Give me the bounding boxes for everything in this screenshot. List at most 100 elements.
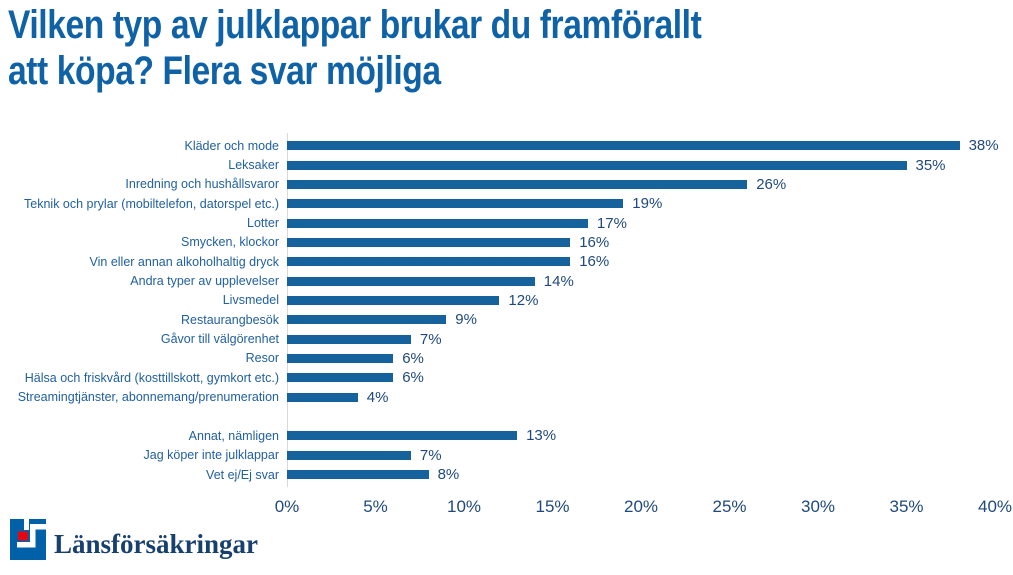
- value-label: 38%: [968, 137, 999, 155]
- value-label: 16%: [579, 233, 610, 251]
- chart-row: Vin eller annan alkoholhaltig dryck 16%: [0, 252, 1013, 271]
- value-label: 26%: [756, 175, 787, 193]
- value-label: 8%: [437, 466, 460, 484]
- bar-track: 26%: [287, 175, 995, 194]
- bar: [287, 373, 394, 383]
- x-tick-label: 25%: [712, 497, 747, 516]
- category-label: Hälsa och friskvård (kosttillskott, gymk…: [24, 370, 279, 385]
- value-label: 14%: [543, 272, 574, 290]
- logo: Länsförsäkringar: [10, 519, 258, 565]
- chart-row: Livsmedel 12%: [0, 291, 1013, 310]
- bar-track: 19%: [287, 194, 995, 213]
- x-tick-label: 5%: [363, 497, 388, 516]
- value-label: 12%: [508, 291, 539, 309]
- bar-track: 13%: [287, 426, 995, 445]
- bar: [287, 470, 429, 480]
- chart-row: Streamingtjänster, abonnemang/prenumerat…: [0, 387, 1013, 406]
- bar: [287, 218, 588, 228]
- bar: [287, 392, 358, 402]
- category-label: Annat, nämligen: [188, 428, 279, 443]
- category-label: Inredning och hushållsvaror: [125, 177, 279, 192]
- chart-row: Lotter 17%: [0, 213, 1013, 232]
- bar-track: 4%: [287, 387, 995, 406]
- chart-row: Jag köper inte julklappar 7%: [0, 446, 1013, 465]
- category-label: Leksaker: [228, 158, 279, 173]
- category-label: Streamingtjänster, abonnemang/prenumerat…: [17, 390, 279, 405]
- category-label: Smycken, klockor: [181, 235, 279, 250]
- value-label: 4%: [366, 388, 389, 406]
- value-label: 17%: [596, 214, 627, 232]
- chart-row: Vet ej/Ej svar 8%: [0, 465, 1013, 484]
- value-label: 19%: [632, 195, 663, 213]
- chart-row: Inredning och hushållsvaror 26%: [0, 175, 1013, 194]
- x-tick-label: 15%: [535, 497, 570, 516]
- bar-track: 17%: [287, 213, 995, 232]
- category-label: Vet ej/Ej svar: [206, 467, 279, 482]
- lansforsakringar-logo-icon: [10, 519, 46, 565]
- bar: [287, 199, 624, 209]
- bar: [287, 257, 571, 267]
- chart-row: Smycken, klockor 16%: [0, 233, 1013, 252]
- bar: [287, 237, 571, 247]
- chart-row: Annat, nämligen 13%: [0, 426, 1013, 445]
- category-label: Resor: [245, 351, 279, 366]
- chart-rows: Kläder och mode 38% Leksaker 35% Inredni…: [0, 136, 1013, 484]
- category-label: Jag köper inte julklappar: [143, 448, 280, 463]
- value-label: 6%: [402, 349, 424, 367]
- bar-track: 38%: [287, 136, 999, 155]
- category-label: Lotter: [247, 216, 279, 231]
- chart-row: Andra typer av upplevelser 14%: [0, 271, 1013, 290]
- bar-track: 7%: [287, 446, 995, 465]
- category-label: Kläder och mode: [184, 138, 279, 153]
- x-tick-label: 10%: [446, 497, 482, 516]
- x-tick-label: 35%: [889, 497, 924, 516]
- page-title-line-1: Vilken typ av julklappar brukar du framf…: [8, 3, 702, 47]
- bar: [287, 160, 907, 170]
- bar-track: 6%: [287, 349, 995, 368]
- chart-row: Gåvor till välgörenhet 7%: [0, 329, 1013, 348]
- bar: [287, 315, 447, 325]
- bar: [287, 450, 411, 460]
- x-tick-label: 0%: [274, 497, 300, 516]
- bar: [287, 334, 411, 344]
- chart-row: Teknik och prylar (mobiltelefon, datorsp…: [0, 194, 1013, 213]
- category-label: Restaurangbesök: [181, 312, 279, 327]
- bar: [287, 353, 394, 363]
- bar-track: 35%: [287, 155, 995, 174]
- x-tick-label: 40%: [977, 497, 1013, 516]
- category-label: Gåvor till välgörenhet: [160, 332, 279, 347]
- page-title-line-2: att köpa? Flera svar möjliga: [8, 49, 441, 93]
- chart-row: Leksaker 35%: [0, 155, 1013, 174]
- value-label: 16%: [579, 253, 610, 271]
- bar-track: 8%: [287, 465, 995, 484]
- y-axis-line: [287, 133, 288, 487]
- bar: [287, 276, 535, 286]
- bar: [287, 179, 748, 189]
- x-tick-label: 30%: [800, 497, 836, 516]
- bar-track: 16%: [287, 233, 995, 252]
- chart-row: Resor 6%: [0, 349, 1013, 368]
- bar: [287, 431, 518, 441]
- page-title: Vilken typ av julklappar brukar du framf…: [8, 2, 702, 94]
- bar: [287, 295, 500, 305]
- bar: [287, 141, 960, 151]
- x-axis-ticks: 0% 5% 10% 15% 20% 25% 30% 35% 40%: [275, 497, 1012, 519]
- chart-row: Restaurangbesök 9%: [0, 310, 1013, 329]
- chart-row: Hälsa och friskvård (kosttillskott, gymk…: [0, 368, 1013, 387]
- bar-track: 16%: [287, 252, 995, 271]
- category-label: Vin eller annan alkoholhaltig dryck: [89, 254, 279, 269]
- value-label: 6%: [402, 369, 424, 387]
- value-label: 7%: [419, 446, 442, 464]
- logo-wordmark: Länsförsäkringar: [54, 529, 259, 559]
- value-label: 35%: [915, 156, 946, 174]
- category-label: Andra typer av upplevelser: [130, 274, 279, 289]
- bar-track: 9%: [287, 310, 995, 329]
- category-label: Livsmedel: [222, 293, 279, 308]
- chart-row: Kläder och mode 38%: [0, 136, 1013, 155]
- bar-track: 12%: [287, 291, 995, 310]
- value-label: 13%: [526, 427, 557, 445]
- x-tick-label: 20%: [623, 497, 659, 516]
- value-label: 7%: [419, 330, 442, 348]
- bar-track: 7%: [287, 329, 995, 348]
- value-label: 9%: [455, 311, 477, 329]
